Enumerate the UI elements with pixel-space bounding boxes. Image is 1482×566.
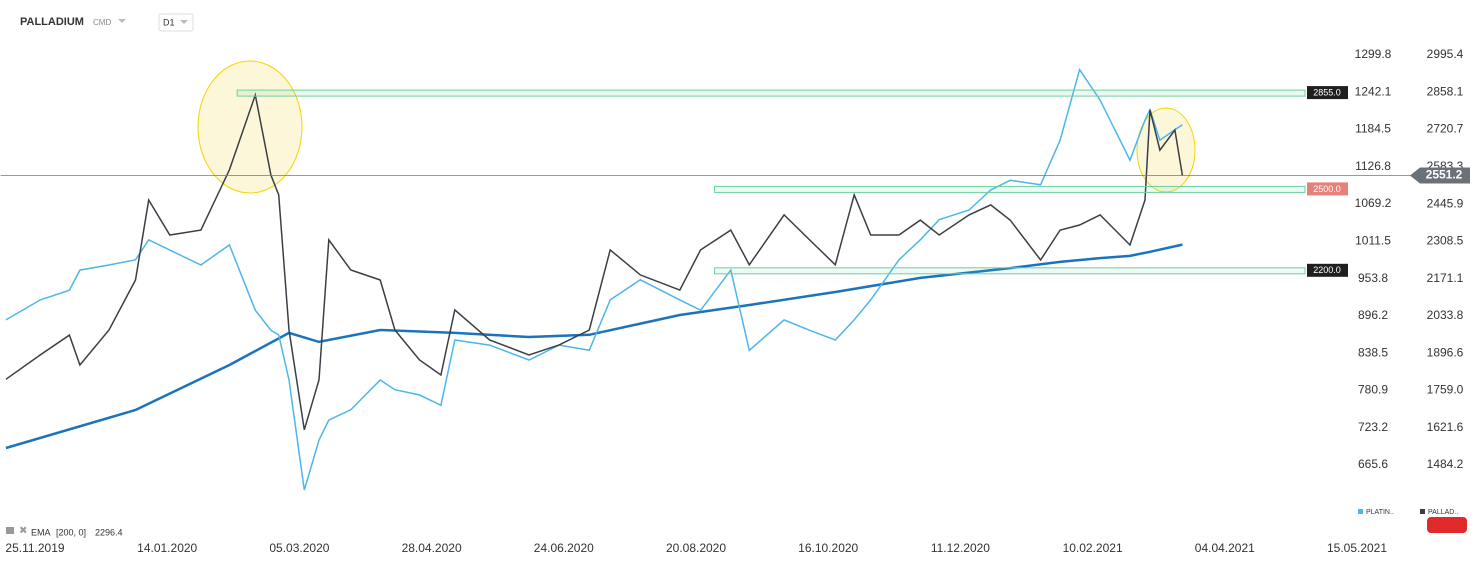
y2-tick-label: 1126.8 [1355, 159, 1391, 173]
symbol[interactable]: PALLADIUM [20, 16, 84, 28]
price-line [5, 92, 1184, 431]
x-tick-label: 04.04.2021 [1195, 541, 1255, 555]
y2-tick-label: 1299.8 [1355, 47, 1392, 61]
indicator-params: [200, 0] [56, 527, 86, 537]
y2-tick-label: 838.5 [1358, 345, 1388, 359]
dropdown-arrow[interactable] [180, 20, 188, 24]
y-tick-label: 1484.2 [1427, 457, 1464, 471]
level-label: 2200.0 [1313, 265, 1341, 275]
level-label: 2855.0 [1313, 87, 1341, 97]
y-tick-label: 2308.5 [1427, 234, 1464, 248]
legend-label: PLATIN.. [1366, 509, 1394, 516]
price-line [5, 67, 1183, 491]
interval[interactable]: D1 [163, 17, 175, 27]
y2-tick-label: 1011.5 [1355, 234, 1391, 248]
x-tick-label: 28.04.2020 [402, 541, 462, 555]
y2-tick-label: 665.6 [1358, 457, 1388, 471]
highlight-ellipse [197, 60, 303, 194]
y2-tick-label: 1242.1 [1355, 84, 1392, 98]
y2-tick-label: 896.2 [1358, 308, 1388, 322]
x-tick-label: 11.12.2020 [931, 541, 990, 555]
y-tick-label: 2171.1 [1427, 271, 1464, 285]
level-label-box [1307, 182, 1348, 196]
interval-box[interactable] [158, 13, 194, 32]
level-zone [236, 89, 1306, 97]
y-tick-label: 2720.7 [1427, 122, 1464, 136]
legend-label: PALLAD.. [1428, 509, 1458, 516]
y2-tick-label: 723.2 [1358, 420, 1388, 434]
level-label-box [1307, 86, 1348, 100]
y2-tick-label: 953.8 [1358, 271, 1388, 285]
y2-tick-label: 1069.2 [1355, 196, 1392, 210]
x-tick-label: 16.10.2020 [798, 541, 858, 555]
y-tick-label: 1759.0 [1427, 383, 1464, 397]
y-tick-label: 2858.1 [1427, 84, 1464, 98]
x-tick-label: 25.11.2019 [5, 541, 64, 555]
y-tick-label: 2033.8 [1427, 308, 1464, 322]
x-tick-label: 05.03.2020 [269, 541, 329, 555]
action-button[interactable] [1427, 517, 1467, 533]
y-tick-label: 2995.4 [1427, 47, 1464, 61]
close-icon[interactable]: ✖ [19, 526, 27, 537]
x-tick-label: 15.05.2021 [1327, 541, 1387, 555]
level-zone [714, 185, 1306, 193]
market: CMD [93, 18, 111, 27]
level-zone [714, 267, 1306, 275]
x-tick-label: 24.06.2020 [534, 541, 594, 555]
x-tick-label: 14.01.2020 [137, 541, 197, 555]
y-tick-label: 1621.6 [1427, 420, 1464, 434]
y-tick-label: 2445.9 [1427, 196, 1464, 210]
x-tick-label: 20.08.2020 [666, 541, 726, 555]
y2-tick-label: 1184.5 [1355, 122, 1391, 136]
plot [5, 60, 1196, 491]
dropdown-arrow[interactable] [118, 19, 126, 23]
indicator-icon[interactable] [6, 527, 14, 534]
ema-line [5, 243, 1183, 450]
y2-tick-label: 780.9 [1358, 383, 1388, 397]
legend-swatch [1358, 509, 1363, 514]
level-label-box [1307, 263, 1348, 277]
y-tick-label: 1896.6 [1427, 345, 1464, 359]
level-label: 2500.0 [1313, 184, 1341, 194]
indicator-name: EMA [31, 527, 51, 537]
last-price: 2551.2 [1426, 168, 1463, 182]
indicator-value: 2296.4 [95, 527, 123, 537]
last-price-tag [1410, 167, 1470, 184]
x-tick-label: 10.02.2021 [1063, 541, 1123, 555]
legend-swatch [1420, 509, 1425, 514]
